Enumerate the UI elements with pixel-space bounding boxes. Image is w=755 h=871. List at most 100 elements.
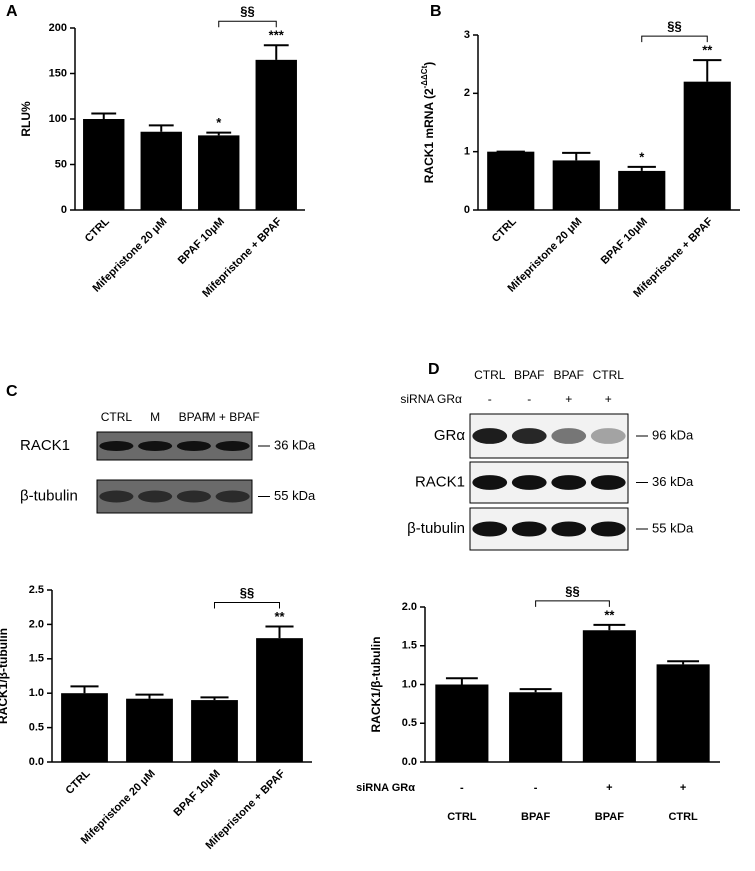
significance-label: * xyxy=(639,149,645,164)
y-tick-label: 0 xyxy=(61,204,67,216)
blot-size-label: 36 kDa xyxy=(652,474,694,489)
significance-label: *** xyxy=(269,28,285,43)
panel-label: A xyxy=(6,3,18,20)
y-axis-label: RACK1/β-tubulin xyxy=(0,628,10,724)
bracket-label: §§ xyxy=(240,585,254,600)
y-label-sup: -ΔΔCt xyxy=(420,65,429,88)
x-tick-label: CTRL xyxy=(63,767,92,796)
y-tick-label: 0.5 xyxy=(29,722,44,734)
sirna-sign: - xyxy=(460,782,464,794)
blot-band xyxy=(590,521,626,537)
bar xyxy=(487,151,535,210)
x-tick-label: BPAF xyxy=(595,811,624,823)
error-bar xyxy=(562,151,591,161)
blot-band xyxy=(472,428,508,444)
error-bar xyxy=(445,677,478,685)
lane-label: CTRL xyxy=(101,410,133,424)
y-label-main: RACK1 mRNA (2 xyxy=(422,88,436,183)
y-label-end: ) xyxy=(422,62,436,66)
sirna-sign: - xyxy=(534,782,538,794)
bar xyxy=(140,131,182,210)
blot-band xyxy=(138,440,173,452)
error-bar xyxy=(627,165,656,171)
bar xyxy=(83,119,125,210)
y-tick-label: 1.5 xyxy=(402,640,417,652)
y-tick-label: 200 xyxy=(49,22,67,34)
bar xyxy=(618,170,666,210)
lane-label: BPAF xyxy=(554,368,584,382)
blot-band xyxy=(511,428,547,444)
bar xyxy=(126,698,173,762)
panel-label: C xyxy=(6,383,18,400)
bracket-label: §§ xyxy=(667,19,681,34)
y-tick-label: 1.0 xyxy=(29,687,44,699)
y-tick-label: 50 xyxy=(55,158,67,170)
significance-bracket xyxy=(641,35,708,43)
x-tick-label: BPAF 10μM xyxy=(599,216,650,267)
y-tick-label: 1.0 xyxy=(402,678,417,690)
lane-label: M + BPAF xyxy=(206,410,260,424)
bar xyxy=(683,81,731,211)
bar xyxy=(582,630,636,762)
bar xyxy=(61,693,108,762)
significance-bracket xyxy=(535,600,610,607)
blot-band xyxy=(472,475,508,490)
error-bar xyxy=(206,131,232,136)
y-tick-label: 0.5 xyxy=(402,717,417,729)
bar xyxy=(191,700,238,762)
error-bar xyxy=(667,660,700,665)
x-tick-label: BPAF 10μM xyxy=(172,768,223,819)
y-label-main: RACK1/β-tubulin xyxy=(0,628,10,724)
blot-band xyxy=(176,440,211,452)
y-tick-label: 2 xyxy=(464,87,470,99)
y-axis-label: RACK1 mRNA (2-ΔΔCt) xyxy=(420,62,436,184)
x-tick-label: Mifepristone 20 μM xyxy=(79,768,158,847)
bar xyxy=(255,59,297,210)
bar xyxy=(656,664,710,762)
blot-row-label: β-tubulin xyxy=(20,487,78,504)
sirna-label: siRNA GRα xyxy=(400,392,462,406)
blot-band xyxy=(590,428,626,444)
sirna-sign: + xyxy=(565,392,572,406)
significance-bracket xyxy=(214,601,280,609)
y-tick-label: 0 xyxy=(464,204,470,216)
sirna-label: siRNA GRα xyxy=(356,782,415,794)
x-tick-label: CTRL xyxy=(490,215,519,244)
lane-label: CTRL xyxy=(474,368,506,382)
blot-band xyxy=(551,521,587,537)
lane-label: BPAF xyxy=(514,368,544,382)
blot-size-label: 96 kDa xyxy=(652,427,694,442)
y-tick-label: 150 xyxy=(49,67,67,79)
blot-band xyxy=(99,440,134,452)
error-bar xyxy=(519,688,552,693)
blot-band xyxy=(99,490,134,503)
error-bar xyxy=(693,59,722,82)
bar xyxy=(435,684,489,762)
y-tick-label: 0.0 xyxy=(402,756,417,768)
blot-band xyxy=(551,475,587,490)
blot-band xyxy=(511,521,547,537)
bracket-label: §§ xyxy=(240,4,254,19)
y-tick-label: 2.0 xyxy=(402,601,417,613)
lane-label: M xyxy=(150,410,160,424)
y-label-main: RACK1/β-tubulin xyxy=(369,637,383,733)
x-tick-label: BPAF xyxy=(521,811,550,823)
y-label-main: RLU% xyxy=(19,101,33,137)
bar xyxy=(256,638,303,762)
y-axis-label: RACK1/β-tubulin xyxy=(369,637,383,733)
y-tick-label: 0.0 xyxy=(29,756,44,768)
x-tick-label: BPAF 10μM xyxy=(176,216,227,267)
error-bar xyxy=(135,693,164,699)
x-tick-label: CTRL xyxy=(668,811,698,823)
error-bar xyxy=(200,696,229,701)
significance-bracket xyxy=(218,20,277,28)
x-tick-label: CTRL xyxy=(83,215,112,244)
sirna-sign: + xyxy=(605,392,612,406)
sirna-sign: - xyxy=(527,392,531,406)
error-bar xyxy=(263,44,289,60)
y-tick-label: 2.5 xyxy=(29,584,44,596)
x-tick-label: CTRL xyxy=(447,811,477,823)
blot-band xyxy=(215,490,250,503)
error-bar xyxy=(91,112,117,119)
sirna-sign: - xyxy=(488,392,492,406)
